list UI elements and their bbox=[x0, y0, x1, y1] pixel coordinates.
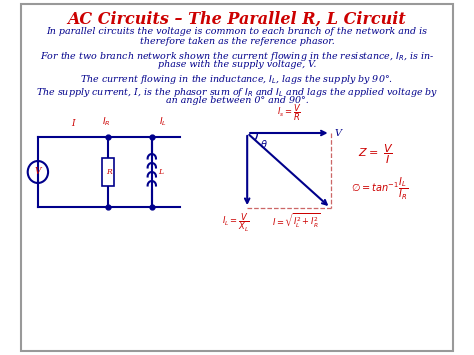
Text: $I_s = \dfrac{V}{R}$: $I_s = \dfrac{V}{R}$ bbox=[277, 102, 301, 123]
Text: The current flowing in the inductance, $I_L$, lags the supply by 90°.: The current flowing in the inductance, $… bbox=[81, 73, 393, 86]
Text: $\varnothing = tan^{-1} \dfrac{I_L}{I_R}$: $\varnothing = tan^{-1} \dfrac{I_L}{I_R}… bbox=[351, 175, 408, 202]
Text: L: L bbox=[158, 168, 164, 176]
Text: $I_L$: $I_L$ bbox=[159, 115, 167, 128]
Text: The supply current, I, is the phasor sum of $I_R$ and $I_L$ and lags the applied: The supply current, I, is the phasor sum… bbox=[36, 86, 438, 99]
Text: For the two branch network shown the current flowing in the resistance, $I_R$, i: For the two branch network shown the cur… bbox=[40, 50, 434, 63]
Text: In parallel circuits the voltage is common to each branch of the network and is: In parallel circuits the voltage is comm… bbox=[46, 27, 428, 36]
Text: V: V bbox=[334, 129, 341, 137]
Text: $I_R$: $I_R$ bbox=[102, 115, 110, 128]
Text: an angle between 0° and 90°.: an angle between 0° and 90°. bbox=[165, 96, 309, 105]
Text: $I = \sqrt{I_L^2 + I_R^2}$: $I = \sqrt{I_L^2 + I_R^2}$ bbox=[272, 212, 321, 230]
Text: V: V bbox=[35, 168, 41, 176]
Text: therefore taken as the reference phasor.: therefore taken as the reference phasor. bbox=[140, 37, 334, 46]
Text: I: I bbox=[71, 119, 75, 128]
Text: phase with the supply voltage, V.: phase with the supply voltage, V. bbox=[158, 60, 316, 69]
Text: AC Circuits – The Parallel R, L Circuit: AC Circuits – The Parallel R, L Circuit bbox=[68, 11, 406, 28]
Bar bbox=[102, 158, 114, 186]
Text: R: R bbox=[106, 168, 112, 176]
Text: $\theta$: $\theta$ bbox=[260, 138, 268, 150]
Text: $Z = \ \dfrac{V}{I}$: $Z = \ \dfrac{V}{I}$ bbox=[358, 143, 394, 166]
Text: $I_L = \dfrac{V}{X_L}$: $I_L = \dfrac{V}{X_L}$ bbox=[222, 212, 250, 234]
